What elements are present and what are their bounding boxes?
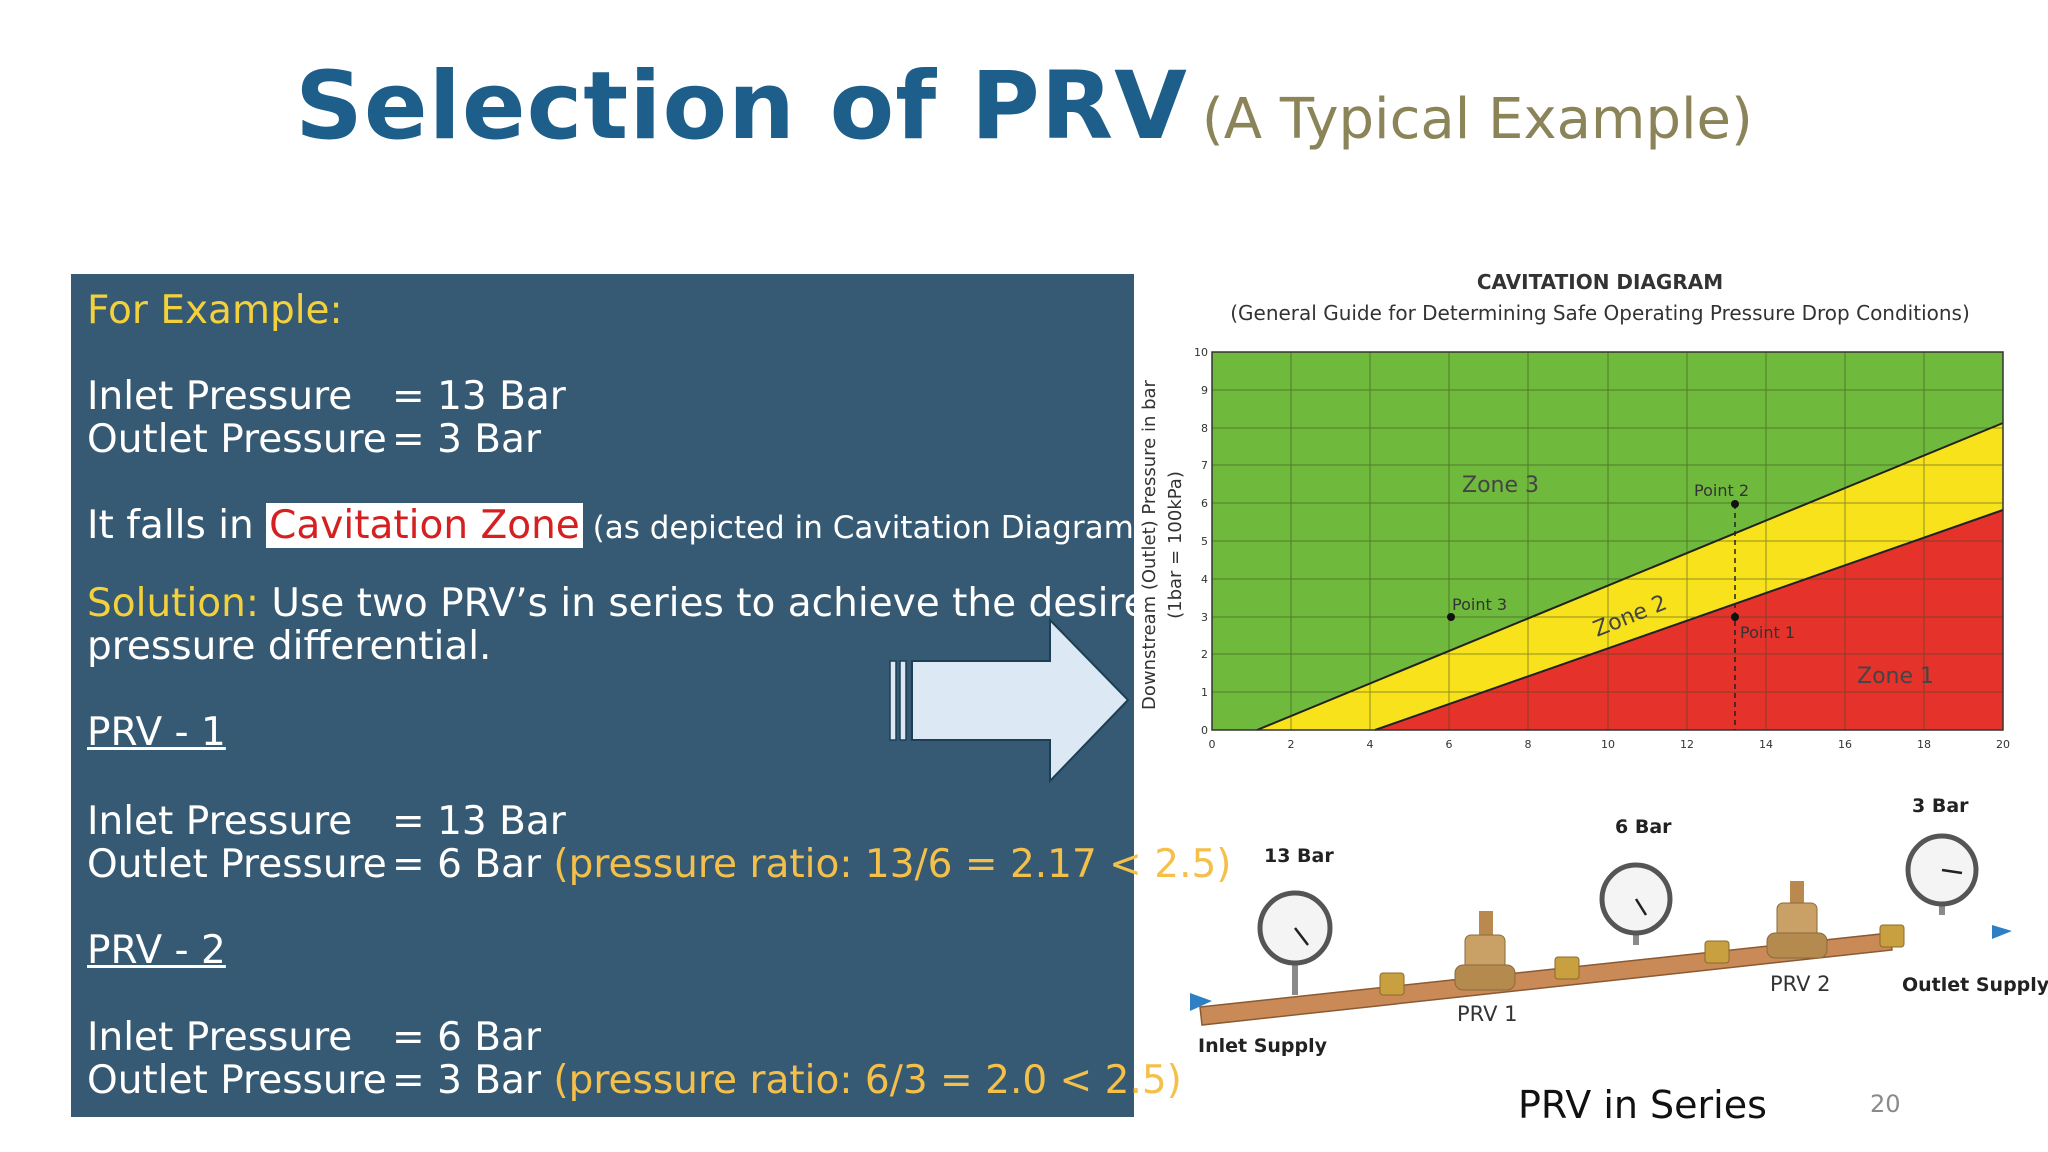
- prv-in-series-caption: PRV in Series: [1518, 1083, 1767, 1127]
- y-axis-ticks: 0 1 2 3 4 5 6 7 8 9 10: [1194, 346, 1208, 737]
- gauge-6-bar-label: 6 Bar: [1615, 816, 1672, 838]
- solution-label: Solution:: [87, 581, 260, 626]
- svg-text:5: 5: [1201, 535, 1208, 548]
- gauge-6-bar-icon: [1599, 862, 1673, 945]
- prv1-heading: PRV - 1: [87, 710, 226, 755]
- title-subtitle: (A Typical Example): [1201, 87, 1753, 152]
- ball-valves: [1379, 924, 1905, 996]
- inlet-pressure-value: = 13 Bar: [392, 374, 566, 419]
- x-axis-ticks: 0 2 4 6 8 10 12 14 16 18 20: [1209, 738, 2011, 751]
- prv2-inlet-value: = 6 Bar: [392, 1015, 541, 1060]
- svg-text:0: 0: [1201, 724, 1208, 737]
- title-main: Selection of PRV: [295, 52, 1188, 161]
- prv1-outlet-value: = 6 Bar: [392, 842, 554, 887]
- y-axis-label: Downstream (Outlet) Pressure in bar: [1139, 379, 1160, 710]
- outlet-arrow-icon: [1992, 925, 2012, 939]
- cavitation-zone-highlight: Cavitation Zone: [266, 503, 583, 548]
- svg-text:4: 4: [1367, 738, 1374, 751]
- prv1-inlet-line: Inlet Pressure = 13 Bar: [87, 799, 566, 844]
- inlet-supply-label: Inlet Supply: [1198, 1035, 1328, 1057]
- svg-text:10: 10: [1194, 346, 1208, 359]
- cavitation-subtitle: (General Guide for Determining Safe Oper…: [1230, 301, 1970, 325]
- example-panel: For Example: Inlet Pressure = 13 Bar Outl…: [71, 274, 1232, 1117]
- point3-label: Point 3: [1452, 595, 1507, 614]
- inlet-arrow-icon: [1190, 993, 1212, 1011]
- prv1-label: PRV 1: [1457, 1002, 1518, 1026]
- inlet-pressure-line: Inlet Pressure = 13 Bar: [87, 374, 566, 419]
- point2-label: Point 2: [1694, 481, 1749, 500]
- svg-text:7: 7: [1201, 459, 1208, 472]
- cavitation-title: CAVITATION DIAGRAM: [1477, 270, 1723, 294]
- svg-text:10: 10: [1601, 738, 1615, 751]
- cavitation-diagram: CAVITATION DIAGRAM (General Guide for De…: [1139, 270, 2011, 751]
- grid-lines: [1212, 352, 2003, 730]
- y-axis-unit-note: (1bar = 100kPa): [1165, 471, 1186, 619]
- svg-text:2: 2: [1201, 648, 1208, 661]
- svg-text:18: 18: [1917, 738, 1931, 751]
- zone1-label: Zone 1: [1857, 664, 1934, 689]
- prv2-outlet-line: Outlet Pressure = 3 Bar (pressure ratio: …: [87, 1058, 1182, 1103]
- point2-marker: [1731, 500, 1739, 508]
- gauge-13-bar-label: 13 Bar: [1264, 845, 1334, 867]
- svg-text:0: 0: [1209, 738, 1216, 751]
- prv2-inlet-label: Inlet Pressure: [87, 1015, 353, 1060]
- prv2-outlet-label: Outlet Pressure: [87, 1058, 387, 1103]
- gauge-3-bar-icon: [1905, 833, 1979, 915]
- outlet-pressure-value: = 3 Bar: [392, 417, 541, 462]
- prv1-ratio: (pressure ratio: 13/6 = 2.17 < 2.5): [553, 842, 1232, 887]
- zone-boundary-upper: [1256, 422, 2004, 731]
- depicted-note: (as depicted in Cavitation Diagram): [582, 510, 1146, 546]
- gauge-3-bar-label: 3 Bar: [1912, 795, 1969, 817]
- cavitation-zone-line: It falls in Cavitation Zone (as depicted…: [87, 503, 1146, 548]
- right-arrow-icon: [889, 617, 1130, 784]
- zone3-label: Zone 3: [1462, 473, 1539, 498]
- prv2-label: PRV 2: [1770, 972, 1831, 996]
- example-heading: For Example:: [87, 288, 343, 333]
- solution-line: Solution: Use two PRV’s in series to ach…: [87, 581, 1172, 626]
- prv1-outlet-label: Outlet Pressure: [87, 842, 387, 887]
- gauge-13-bar-icon: [1257, 890, 1333, 995]
- svg-text:8: 8: [1525, 738, 1532, 751]
- prv2-outlet-value: = 3 Bar: [392, 1058, 554, 1103]
- prv2-ratio: (pressure ratio: 6/3 = 2.0 < 2.5): [553, 1058, 1182, 1103]
- solution-text: Use two PRV’s in series to achieve the d…: [259, 581, 1173, 626]
- prv2-heading: PRV - 2: [87, 928, 226, 973]
- svg-text:1: 1: [1201, 686, 1208, 699]
- outlet-pressure-label: Outlet Pressure: [87, 417, 387, 462]
- falls-text: It falls in: [87, 503, 267, 548]
- svg-text:3: 3: [1201, 611, 1208, 624]
- prv1-inlet-value: = 13 Bar: [392, 799, 566, 844]
- svg-text:12: 12: [1680, 738, 1694, 751]
- svg-text:6: 6: [1201, 497, 1208, 510]
- point1-label: Point 1: [1740, 623, 1795, 642]
- solution-text-2: pressure differential.: [87, 624, 492, 669]
- svg-text:16: 16: [1838, 738, 1852, 751]
- point1-marker: [1731, 613, 1739, 621]
- svg-text:4: 4: [1201, 573, 1208, 586]
- svg-text:6: 6: [1446, 738, 1453, 751]
- point3-marker: [1447, 613, 1455, 621]
- svg-text:20: 20: [1996, 738, 2010, 751]
- prv1-inlet-label: Inlet Pressure: [87, 799, 353, 844]
- page-number: 20: [1870, 1090, 1901, 1118]
- prv-series-illustration: 13 Bar 6 Bar 3 Bar Inlet Supply Outlet S…: [1190, 795, 2048, 1057]
- prv1-outlet-line: Outlet Pressure = 6 Bar (pressure ratio: …: [87, 842, 1232, 887]
- slide-title: Selection of PRV (A Typical Example): [0, 52, 2048, 161]
- svg-text:8: 8: [1201, 422, 1208, 435]
- prv1-valve-icon: [1454, 911, 1516, 991]
- outlet-supply-label: Outlet Supply: [1902, 974, 2048, 996]
- prv2-inlet-line: Inlet Pressure = 6 Bar: [87, 1015, 541, 1060]
- inlet-pressure-label: Inlet Pressure: [87, 374, 353, 419]
- outlet-pressure-line: Outlet Pressure = 3 Bar: [87, 417, 541, 462]
- svg-text:14: 14: [1759, 738, 1773, 751]
- zone-boundary-lower: [1374, 509, 2004, 731]
- svg-text:9: 9: [1201, 384, 1208, 397]
- svg-text:2: 2: [1288, 738, 1295, 751]
- prv2-valve-icon: [1766, 881, 1828, 959]
